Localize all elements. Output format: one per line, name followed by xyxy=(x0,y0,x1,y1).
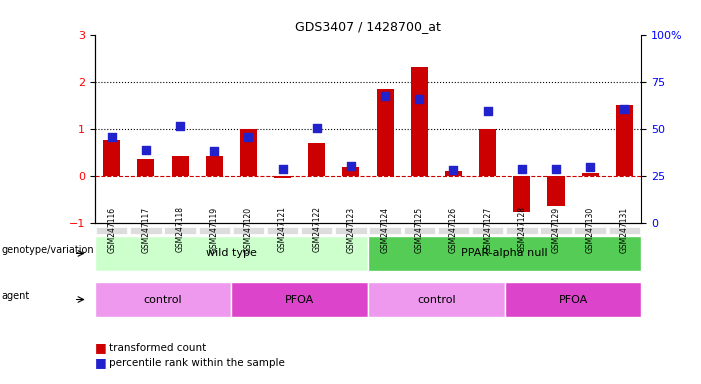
Point xyxy=(175,123,186,129)
Point xyxy=(448,167,459,173)
Bar xyxy=(342,167,360,176)
Point xyxy=(414,96,425,103)
Text: GSM247119: GSM247119 xyxy=(210,206,219,253)
Text: GSM247121: GSM247121 xyxy=(278,207,287,252)
Point xyxy=(277,166,288,172)
Bar xyxy=(547,176,564,206)
Text: PFOA: PFOA xyxy=(285,295,314,305)
Point xyxy=(243,134,254,140)
Text: GSM247131: GSM247131 xyxy=(620,206,629,253)
Bar xyxy=(205,156,223,176)
Text: GSM247120: GSM247120 xyxy=(244,206,253,253)
Bar xyxy=(308,143,325,176)
Bar xyxy=(582,173,599,176)
Text: GSM247125: GSM247125 xyxy=(415,206,424,253)
Bar xyxy=(615,105,633,176)
Bar xyxy=(368,282,505,317)
Bar xyxy=(95,282,231,317)
Bar xyxy=(137,159,154,176)
Bar xyxy=(172,156,189,176)
Title: GDS3407 / 1428700_at: GDS3407 / 1428700_at xyxy=(295,20,441,33)
Text: GSM247126: GSM247126 xyxy=(449,206,458,253)
Text: GSM247123: GSM247123 xyxy=(346,206,355,253)
Bar xyxy=(368,236,641,271)
Point xyxy=(311,125,322,131)
Text: GSM247124: GSM247124 xyxy=(381,206,390,253)
Text: GSM247117: GSM247117 xyxy=(142,206,151,253)
Bar xyxy=(240,129,257,176)
Text: control: control xyxy=(144,295,182,305)
Bar xyxy=(445,171,462,176)
Point xyxy=(140,147,151,153)
Text: GSM247116: GSM247116 xyxy=(107,206,116,253)
Point xyxy=(550,166,562,172)
Text: GSM247129: GSM247129 xyxy=(552,206,561,253)
Point xyxy=(379,93,390,99)
Text: ■: ■ xyxy=(95,341,107,354)
Bar xyxy=(95,236,368,271)
Text: GSM247122: GSM247122 xyxy=(312,207,321,252)
Point xyxy=(619,106,630,112)
Bar xyxy=(231,282,368,317)
Point xyxy=(516,166,527,172)
Bar xyxy=(411,68,428,176)
Point xyxy=(346,163,357,169)
Text: GSM247118: GSM247118 xyxy=(175,207,184,252)
Text: ■: ■ xyxy=(95,356,107,369)
Text: transformed count: transformed count xyxy=(109,343,206,353)
Point xyxy=(106,134,117,140)
Point xyxy=(585,164,596,170)
Text: GSM247127: GSM247127 xyxy=(483,206,492,253)
Text: PPAR-alpha null: PPAR-alpha null xyxy=(461,248,548,258)
Text: GSM247128: GSM247128 xyxy=(517,207,526,252)
Bar xyxy=(479,129,496,176)
Text: control: control xyxy=(417,295,456,305)
Text: agent: agent xyxy=(1,291,29,301)
Text: PFOA: PFOA xyxy=(559,295,587,305)
Text: GSM247130: GSM247130 xyxy=(585,206,594,253)
Point xyxy=(209,148,220,154)
Bar xyxy=(513,176,531,212)
Bar xyxy=(376,89,394,176)
Bar xyxy=(274,176,291,178)
Text: genotype/variation: genotype/variation xyxy=(1,245,94,255)
Text: percentile rank within the sample: percentile rank within the sample xyxy=(109,358,285,368)
Bar xyxy=(505,282,641,317)
Point xyxy=(482,108,494,114)
Bar xyxy=(103,141,121,176)
Text: wild type: wild type xyxy=(206,248,257,258)
